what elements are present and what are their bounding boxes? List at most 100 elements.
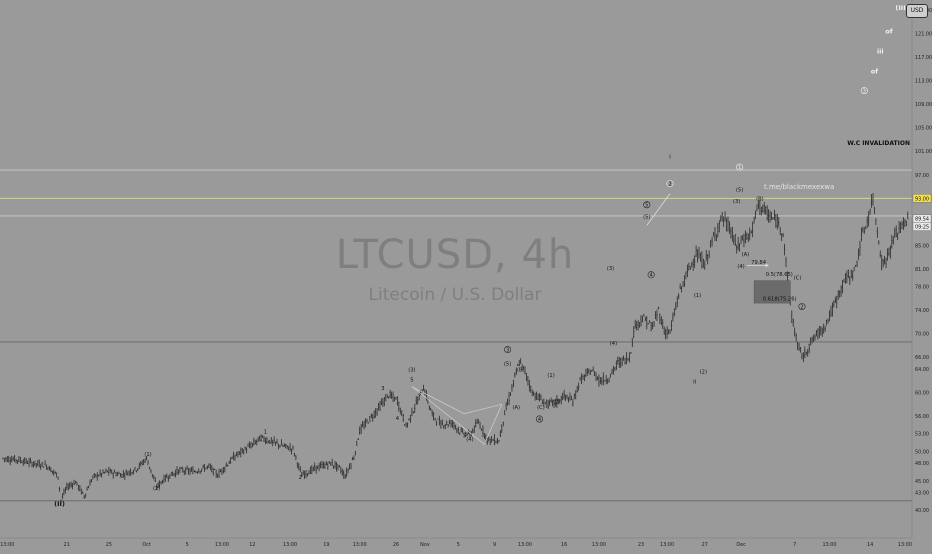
price-bar (725, 217, 728, 232)
wave-label: of (885, 28, 892, 36)
price-bar (649, 320, 651, 324)
price-bar (659, 313, 661, 324)
price-bar (5, 457, 7, 463)
price-bar (401, 410, 403, 417)
price-bar (316, 465, 319, 470)
price-bar (570, 395, 573, 401)
currency-badge[interactable]: USD (906, 4, 928, 18)
price-bar (285, 443, 287, 449)
price-bar (598, 374, 600, 387)
wave-label: 4 (647, 271, 655, 279)
price-bar (785, 256, 787, 268)
price-axis-tick: 101.00 (915, 149, 932, 155)
price-bar (208, 463, 210, 468)
price-bar (866, 216, 868, 228)
price-bar (222, 466, 225, 474)
wave-label-text: (2) (700, 370, 707, 376)
wave-label-text: (4) (737, 264, 744, 270)
price-bar (283, 443, 285, 448)
price-bar (319, 461, 322, 469)
price-bar (502, 421, 504, 427)
price-bar (273, 436, 275, 444)
price-bar (496, 438, 499, 444)
wave-circle (647, 271, 655, 279)
time-axis-tick: 19 (323, 542, 329, 548)
wave-label-text: (2) (153, 486, 160, 492)
price-bar (156, 484, 158, 491)
price-bar (895, 225, 897, 238)
wave-label: (C) (537, 405, 545, 411)
price-bar (129, 468, 132, 476)
price-bar (392, 391, 394, 402)
wave-label: (2) (553, 400, 560, 406)
price-bar (469, 430, 471, 439)
price-bar (144, 458, 146, 463)
wave-label: (A) (742, 252, 750, 258)
price-bar (13, 455, 16, 463)
price-bar (173, 473, 175, 477)
price-bar (158, 480, 161, 488)
price-axis-tick: 105.00 (915, 126, 932, 132)
price-bar (19, 456, 22, 464)
price-bar (857, 248, 860, 261)
price-bar (437, 418, 439, 420)
price-bar (261, 435, 264, 439)
price-bar (227, 464, 229, 467)
price-bar (8, 455, 10, 463)
price-bar (460, 426, 462, 433)
price-bar (836, 295, 838, 309)
price-bar (717, 222, 719, 238)
price-bar (696, 249, 699, 263)
price-bar (653, 320, 655, 327)
price-bar (174, 469, 177, 478)
price-bar (315, 465, 317, 474)
price-bar (398, 401, 400, 412)
price-axis-tick: 48.00 (915, 461, 929, 467)
price-bar (646, 316, 648, 330)
price-bar (728, 221, 731, 234)
price-bar (854, 264, 857, 267)
price-bar (767, 209, 770, 223)
price-bar (715, 234, 718, 242)
price-bar (509, 392, 512, 396)
price-bar (595, 372, 597, 382)
price-bar (415, 396, 417, 405)
price-bar (736, 244, 738, 254)
price-bar (660, 316, 662, 326)
price-bar (367, 422, 370, 424)
price-bar (277, 443, 280, 450)
time-axis-tick: 21 (64, 542, 70, 548)
price-axis-tick: 113.00 (915, 79, 932, 85)
price-bar (472, 428, 474, 434)
price-bar (2, 457, 4, 460)
wave-circle (736, 163, 744, 171)
price-bar (395, 397, 397, 400)
wave-label: (3) (607, 266, 614, 272)
price-bar (441, 419, 444, 426)
price-bar (463, 432, 465, 438)
price-bar (688, 262, 690, 271)
price-bar (402, 413, 404, 422)
price-bar (338, 465, 341, 468)
price-bar (809, 337, 812, 346)
price-bar (573, 393, 575, 400)
price-bar (508, 391, 510, 406)
price-bar (557, 398, 560, 405)
price-bar (676, 296, 678, 308)
price-bar (524, 366, 526, 375)
price-bar (718, 220, 720, 233)
price-bar (80, 488, 82, 495)
price-bar (234, 454, 236, 461)
price-bar (161, 479, 164, 484)
price-bar (746, 232, 748, 240)
wave-label-text: (C) (794, 276, 802, 282)
price-bar (804, 346, 806, 359)
price-bar (164, 474, 167, 482)
time-axis-tick: 5 (457, 542, 460, 548)
wave-label: (5) (643, 214, 650, 220)
price-bar (84, 493, 87, 498)
price-bar (892, 236, 894, 245)
wave-label: (1) (144, 452, 151, 458)
price-bar (64, 486, 67, 494)
